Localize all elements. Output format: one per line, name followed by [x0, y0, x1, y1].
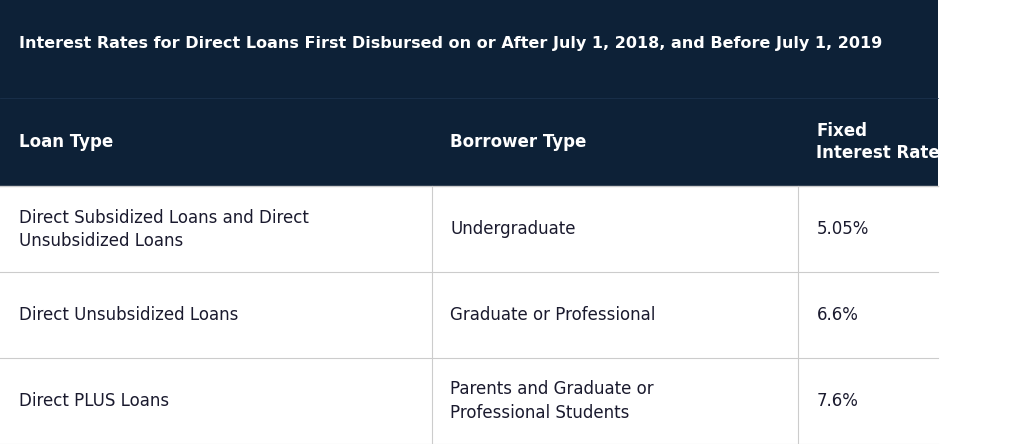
Text: Fixed
Interest Rate: Fixed Interest Rate — [816, 122, 940, 162]
Text: Undergraduate: Undergraduate — [451, 220, 575, 238]
Text: 6.6%: 6.6% — [816, 306, 858, 324]
Text: 7.6%: 7.6% — [816, 392, 858, 410]
Text: Borrower Type: Borrower Type — [451, 133, 587, 151]
Bar — [0, 98, 938, 186]
Text: 5.05%: 5.05% — [816, 220, 868, 238]
Text: Loan Type: Loan Type — [18, 133, 113, 151]
Text: Direct Unsubsidized Loans: Direct Unsubsidized Loans — [18, 306, 239, 324]
Bar — [0, 358, 938, 444]
Text: Parents and Graduate or
Professional Students: Parents and Graduate or Professional Stu… — [451, 380, 654, 422]
Text: Direct PLUS Loans: Direct PLUS Loans — [18, 392, 169, 410]
Bar — [0, 186, 938, 272]
Text: Direct Subsidized Loans and Direct
Unsubsidized Loans: Direct Subsidized Loans and Direct Unsub… — [18, 209, 308, 250]
Text: Interest Rates for Direct Loans First Disbursed on or After July 1, 2018, and Be: Interest Rates for Direct Loans First Di… — [18, 36, 882, 52]
Text: Graduate or Professional: Graduate or Professional — [451, 306, 655, 324]
Bar — [0, 272, 938, 358]
Bar — [0, 0, 938, 98]
